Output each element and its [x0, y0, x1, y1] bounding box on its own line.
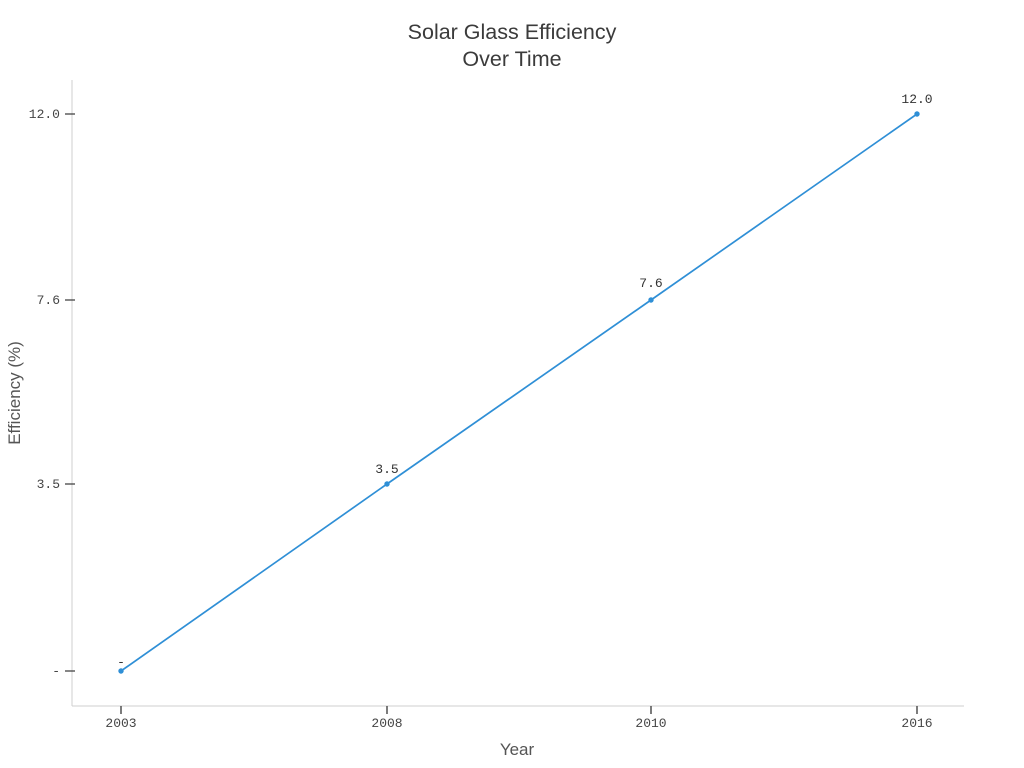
svg-text:-: - — [52, 664, 60, 679]
svg-text:7.6: 7.6 — [639, 276, 662, 291]
svg-text:2010: 2010 — [635, 716, 666, 731]
svg-text:Solar Glass Efficiency: Solar Glass Efficiency — [408, 20, 617, 44]
svg-text:Over Time: Over Time — [462, 47, 561, 71]
svg-text:2016: 2016 — [901, 716, 932, 731]
svg-text:7.6: 7.6 — [37, 293, 60, 308]
svg-text:-: - — [117, 655, 125, 670]
svg-text:12.0: 12.0 — [29, 107, 60, 122]
svg-text:2008: 2008 — [371, 716, 402, 731]
svg-text:3.5: 3.5 — [37, 477, 60, 492]
svg-text:3.5: 3.5 — [375, 462, 398, 477]
svg-text:2003: 2003 — [105, 716, 136, 731]
svg-text:Efficiency (%): Efficiency (%) — [5, 341, 24, 445]
svg-text:12.0: 12.0 — [901, 92, 932, 107]
svg-text:Year: Year — [500, 740, 535, 759]
